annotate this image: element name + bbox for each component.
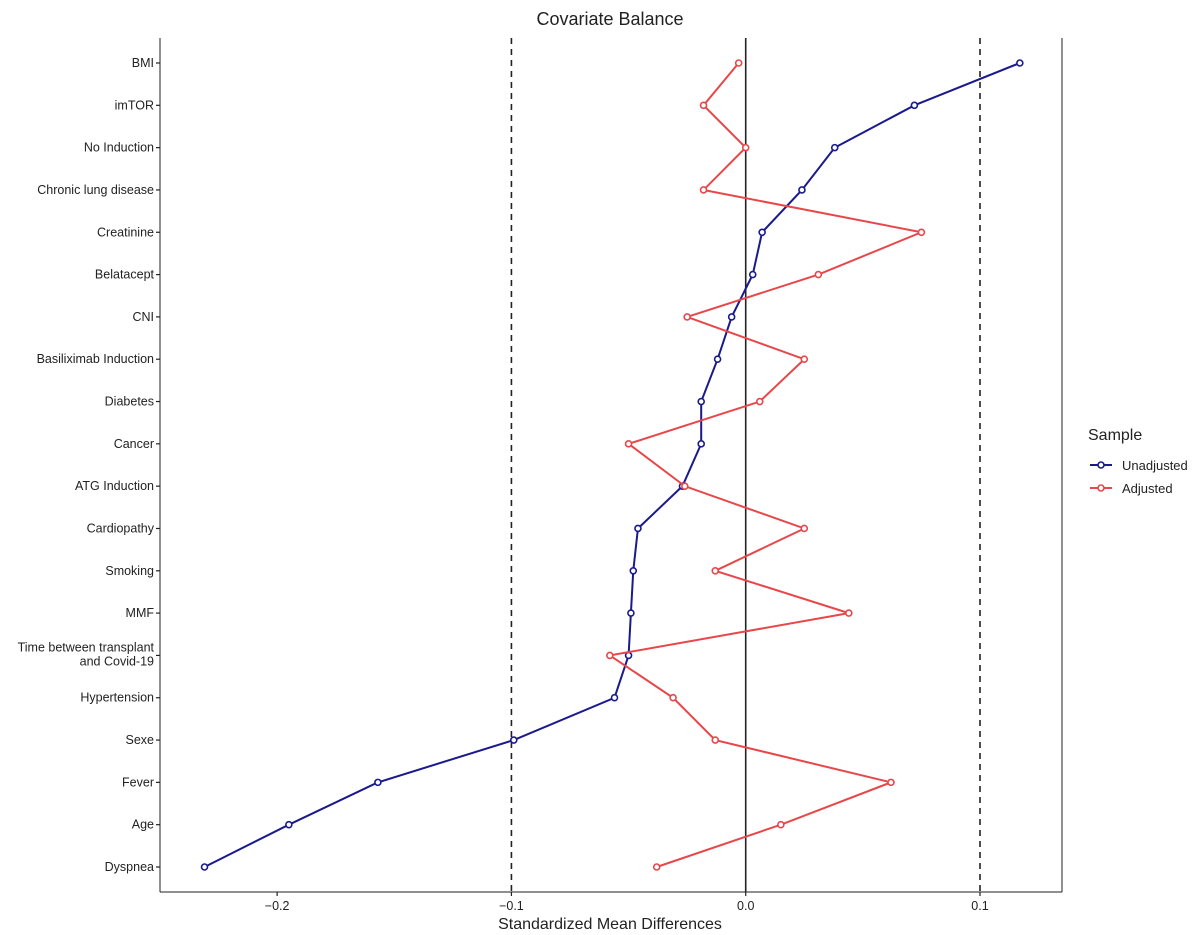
y-tick-label: Chronic lung disease xyxy=(37,183,154,197)
y-tick-label: Dyspnea xyxy=(105,860,154,874)
data-point-adjusted xyxy=(711,736,720,744)
y-tick-label: Diabetes xyxy=(105,395,154,409)
y-tick-label: imTOR xyxy=(115,98,154,112)
legend-swatch-point xyxy=(1097,484,1105,492)
series-line-unadjusted xyxy=(204,62,1021,868)
data-point-adjusted xyxy=(606,651,614,660)
data-point-unadjusted xyxy=(830,143,839,152)
data-point-adjusted xyxy=(844,609,853,617)
data-point-adjusted xyxy=(734,59,743,67)
y-tick-label: Time between transplant and Covid-19 xyxy=(18,640,155,668)
data-point-unadjusted xyxy=(285,820,293,829)
legend-label: Adjusted xyxy=(1122,481,1173,496)
y-tick-label: Cancer xyxy=(114,437,154,451)
data-point-adjusted xyxy=(800,355,809,364)
data-point-unadjusted xyxy=(200,863,209,871)
data-point-unadjusted xyxy=(634,524,642,533)
data-point-adjusted xyxy=(814,270,823,279)
data-point-adjusted xyxy=(624,440,633,448)
y-tick-label: Belatacept xyxy=(95,268,155,282)
data-point-adjusted xyxy=(699,186,708,194)
y-tick-label: ATG Induction xyxy=(75,479,154,493)
data-point-adjusted xyxy=(683,313,691,321)
data-point-unadjusted xyxy=(627,609,635,617)
y-tick-label: Fever xyxy=(122,775,154,789)
data-point-adjusted xyxy=(669,693,677,702)
data-point-unadjusted xyxy=(798,186,806,194)
data-point-adjusted xyxy=(699,101,708,110)
data-point-adjusted xyxy=(887,778,895,787)
data-point-adjusted xyxy=(917,228,926,237)
series-line-adjusted xyxy=(607,62,925,868)
x-tick-label: 0.1 xyxy=(971,899,988,913)
data-point-unadjusted xyxy=(713,355,722,364)
y-tick-label: No Induction xyxy=(84,141,154,155)
x-tick-label: 0.0 xyxy=(737,899,754,913)
x-tick-label: −0.1 xyxy=(499,899,524,913)
y-tick-label: MMF xyxy=(126,606,155,620)
x-axis-ticks: −0.2 −0.1 0.0 0.1 xyxy=(265,892,989,913)
series-layer xyxy=(200,59,1024,871)
y-axis-ticks: BMI imTOR No Induction Chronic lung disease… xyxy=(18,56,160,874)
x-tick-label: −0.2 xyxy=(265,899,290,913)
data-point-unadjusted xyxy=(910,101,919,110)
data-point-unadjusted xyxy=(727,313,736,321)
data-point-unadjusted xyxy=(758,228,766,237)
reference-lines xyxy=(510,38,981,892)
data-point-adjusted xyxy=(800,524,809,533)
data-point-adjusted xyxy=(741,143,750,152)
legend-title: Sample xyxy=(1088,427,1142,444)
y-tick-label: Smoking xyxy=(105,564,154,578)
chart-title: Covariate Balance xyxy=(536,9,683,29)
y-tick-label: Hypertension xyxy=(80,691,154,705)
data-point-adjusted xyxy=(755,397,764,406)
data-point-unadjusted xyxy=(697,440,706,448)
data-point-unadjusted xyxy=(697,397,706,406)
data-point-unadjusted xyxy=(1016,59,1024,67)
data-point-unadjusted xyxy=(610,693,619,702)
data-point-adjusted xyxy=(711,566,720,575)
y-tick-label: Basiliximab Induction xyxy=(37,352,154,366)
y-tick-label: BMI xyxy=(132,56,154,70)
data-point-unadjusted xyxy=(374,778,382,787)
plot-panel xyxy=(159,38,1063,893)
y-tick-label: Sexe xyxy=(126,733,155,747)
data-point-unadjusted xyxy=(629,566,638,575)
data-point-unadjusted xyxy=(509,736,518,744)
y-tick-label: Creatinine xyxy=(97,225,154,239)
y-tick-label: Cardiopathy xyxy=(87,521,155,535)
legend: Sample Unadjusted Adjusted xyxy=(1088,427,1188,496)
data-point-unadjusted xyxy=(748,270,757,279)
y-tick-label: CNI xyxy=(132,310,154,324)
data-point-adjusted xyxy=(652,863,661,871)
legend-label: Unadjusted xyxy=(1122,458,1188,473)
data-point-adjusted xyxy=(680,482,689,490)
data-point-adjusted xyxy=(777,820,785,829)
legend-swatch-point xyxy=(1097,461,1105,469)
y-tick-label: Age xyxy=(132,818,154,832)
x-axis-title: Standardized Mean Differences xyxy=(498,916,722,933)
